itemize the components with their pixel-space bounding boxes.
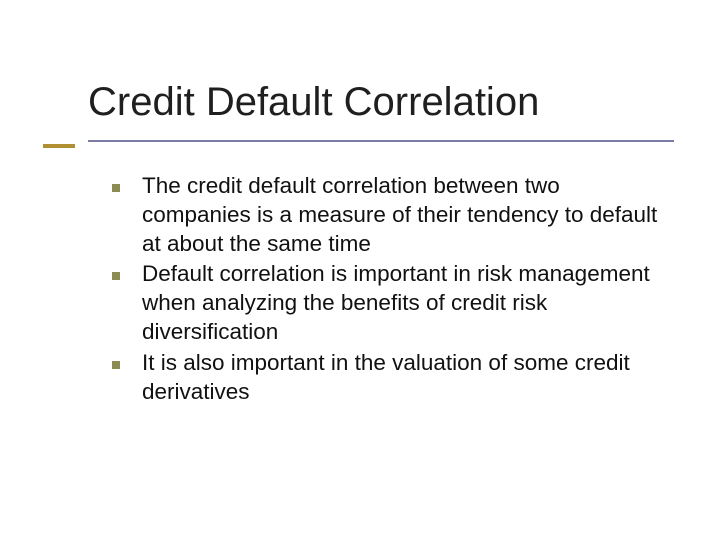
title-container: Credit Default Correlation	[88, 80, 680, 124]
body-content: The credit default correlation between t…	[112, 172, 666, 408]
slide: Credit Default Correlation The credit de…	[0, 0, 720, 540]
accent-bar	[43, 144, 75, 148]
square-bullet-icon	[112, 361, 120, 369]
slide-title: Credit Default Correlation	[88, 80, 680, 124]
square-bullet-icon	[112, 272, 120, 280]
list-item: The credit default correlation between t…	[112, 172, 666, 258]
square-bullet-icon	[112, 184, 120, 192]
title-underline	[88, 140, 674, 142]
bullet-text: The credit default correlation between t…	[142, 172, 666, 258]
list-item: Default correlation is important in risk…	[112, 260, 666, 346]
bullet-text: It is also important in the valuation of…	[142, 349, 666, 407]
list-item: It is also important in the valuation of…	[112, 349, 666, 407]
bullet-text: Default correlation is important in risk…	[142, 260, 666, 346]
